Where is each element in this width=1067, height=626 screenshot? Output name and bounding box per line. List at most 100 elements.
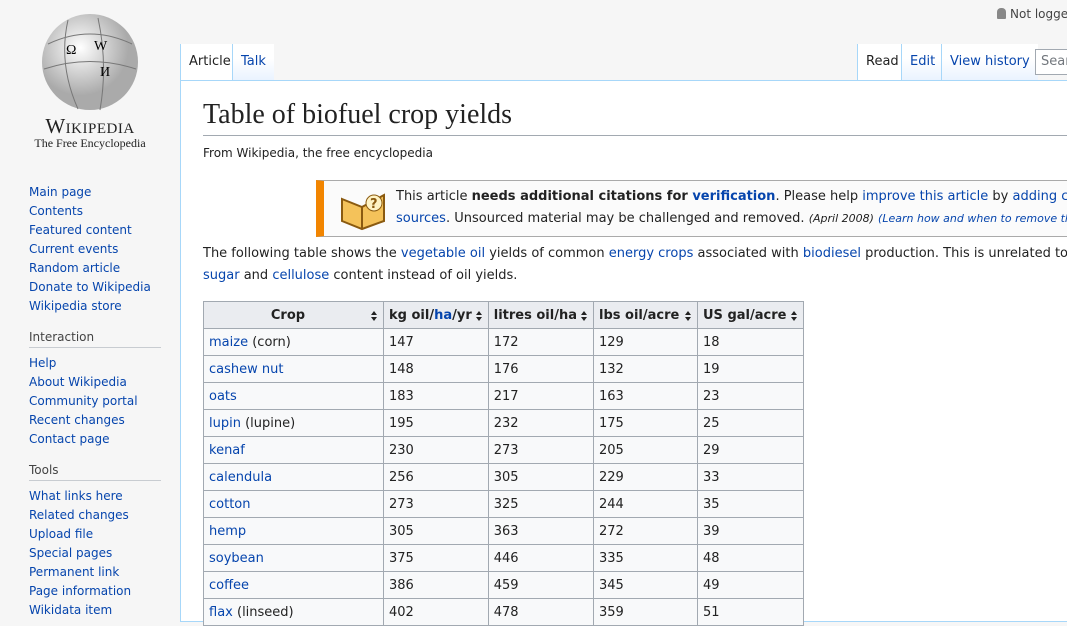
value-cell: 195 <box>384 410 489 437</box>
logo[interactable]: Ω W И Wikipedia The Free Encyclopedia <box>0 0 176 160</box>
svg-text:?: ? <box>370 197 378 212</box>
column-header[interactable]: lbs oil/acre <box>594 302 698 329</box>
crop-link[interactable]: lupin <box>209 416 241 431</box>
crop-link[interactable]: kenaf <box>209 443 245 458</box>
value-cell: 49 <box>698 572 804 599</box>
intro-link[interactable]: sugar <box>203 268 240 283</box>
crop-link[interactable]: calendula <box>209 470 272 485</box>
notice-link[interactable]: verification <box>692 189 775 204</box>
nav-link[interactable]: Upload file <box>29 525 161 544</box>
value-cell: 183 <box>384 383 489 410</box>
globe: Ω W И <box>38 14 142 114</box>
crop-link[interactable]: hemp <box>209 524 246 539</box>
portal-heading: Tools <box>29 463 161 481</box>
search-box[interactable]: Search <box>1035 49 1067 75</box>
tab[interactable]: Read <box>857 44 907 80</box>
intro-link[interactable]: energy crops <box>609 246 694 261</box>
crop-cell: flax (linseed) <box>204 599 384 626</box>
crop-link[interactable]: coffee <box>209 578 249 593</box>
value-cell: 172 <box>488 329 593 356</box>
nav-link[interactable]: Special pages <box>29 544 161 563</box>
nav-link[interactable]: Wikidata item <box>29 601 161 620</box>
intro-text: associated with <box>693 246 803 261</box>
tab[interactable]: Edit <box>901 44 943 80</box>
nav-link[interactable]: Page information <box>29 582 161 601</box>
value-cell: 386 <box>384 572 489 599</box>
notice-text: . Please help <box>775 189 862 204</box>
value-cell: 217 <box>488 383 593 410</box>
value-cell: 273 <box>384 491 489 518</box>
column-header[interactable]: litres oil/ha <box>488 302 593 329</box>
notice-link[interactable]: improve this article <box>862 189 988 204</box>
nav-link[interactable]: Help <box>29 354 161 373</box>
crop-link[interactable]: soybean <box>209 551 264 566</box>
value-cell: 345 <box>594 572 698 599</box>
value-cell: 33 <box>698 464 804 491</box>
value-cell: 375 <box>384 545 489 572</box>
nav-link[interactable]: Related changes <box>29 506 161 525</box>
tab[interactable]: View history <box>941 44 1038 80</box>
value-cell: 35 <box>698 491 804 518</box>
value-cell: 176 <box>488 356 593 383</box>
value-cell: 147 <box>384 329 489 356</box>
notice-link[interactable]: sources <box>396 211 446 226</box>
tab[interactable]: Talk <box>232 44 274 80</box>
header-text: Crop <box>271 308 305 323</box>
notice-link[interactable]: (Learn how and when to remove this templ… <box>878 212 1067 225</box>
value-cell: 446 <box>488 545 593 572</box>
crop-link[interactable]: cotton <box>209 497 251 512</box>
portal-heading: Interaction <box>29 330 161 348</box>
intro-link[interactable]: biodiesel <box>803 246 861 261</box>
notice-line: This article needs additional citations … <box>396 189 1067 204</box>
intro-text: and <box>240 268 273 283</box>
notice-icon: ? <box>338 187 388 231</box>
crop-cell: lupin (lupine) <box>204 410 384 437</box>
user-status[interactable]: Not logged in <box>997 7 1067 21</box>
column-header[interactable]: kg oil/ha/yr <box>384 302 489 329</box>
value-cell: 273 <box>488 437 593 464</box>
value-cell: 229 <box>594 464 698 491</box>
nav-link[interactable]: Current events <box>29 240 161 259</box>
tab[interactable]: Article <box>180 44 239 80</box>
header-text: kg oil/ <box>389 308 434 323</box>
notice-text: (April 2008) <box>809 212 874 225</box>
nav-link[interactable]: About Wikipedia <box>29 373 161 392</box>
nav-link[interactable]: Random article <box>29 259 161 278</box>
nav-link[interactable]: Main page <box>29 183 161 202</box>
column-header[interactable]: Crop <box>204 302 384 329</box>
nav-link[interactable]: Recent changes <box>29 411 161 430</box>
svg-text:И: И <box>100 65 110 80</box>
intro-link[interactable]: cellulose <box>272 268 329 283</box>
logo-tagline: The Free Encyclopedia <box>0 136 180 151</box>
notice-text: by <box>988 189 1012 204</box>
notice-box: ? This article needs additional citation… <box>316 180 1067 237</box>
crop-link[interactable]: oats <box>209 389 237 404</box>
crop-cell: calendula <box>204 464 384 491</box>
nav-link[interactable]: Contact page <box>29 430 161 449</box>
crop-link[interactable]: cashew nut <box>209 362 283 377</box>
value-cell: 305 <box>488 464 593 491</box>
intro-text: content instead of oil yields. <box>329 268 517 283</box>
header-link[interactable]: ha <box>434 308 452 323</box>
value-cell: 335 <box>594 545 698 572</box>
intro-link[interactable]: vegetable oil <box>401 246 485 261</box>
crop-link[interactable]: flax <box>209 605 233 620</box>
nav-link[interactable]: Contents <box>29 202 161 221</box>
header-text: lbs oil/acre <box>599 308 679 323</box>
nav-link[interactable]: Featured content <box>29 221 161 240</box>
crop-link[interactable]: maize <box>209 335 248 350</box>
nav-link[interactable]: Donate to Wikipedia <box>29 278 161 297</box>
nav-link[interactable]: What links here <box>29 487 161 506</box>
nav-link[interactable]: Wikipedia store <box>29 297 161 316</box>
column-header[interactable]: US gal/acre <box>698 302 804 329</box>
notice-link[interactable]: adding citations to reliable <box>1013 189 1067 204</box>
crop-note: (corn) <box>252 335 291 350</box>
nav-link[interactable]: Community portal <box>29 392 161 411</box>
nav-link[interactable]: Permanent link <box>29 563 161 582</box>
